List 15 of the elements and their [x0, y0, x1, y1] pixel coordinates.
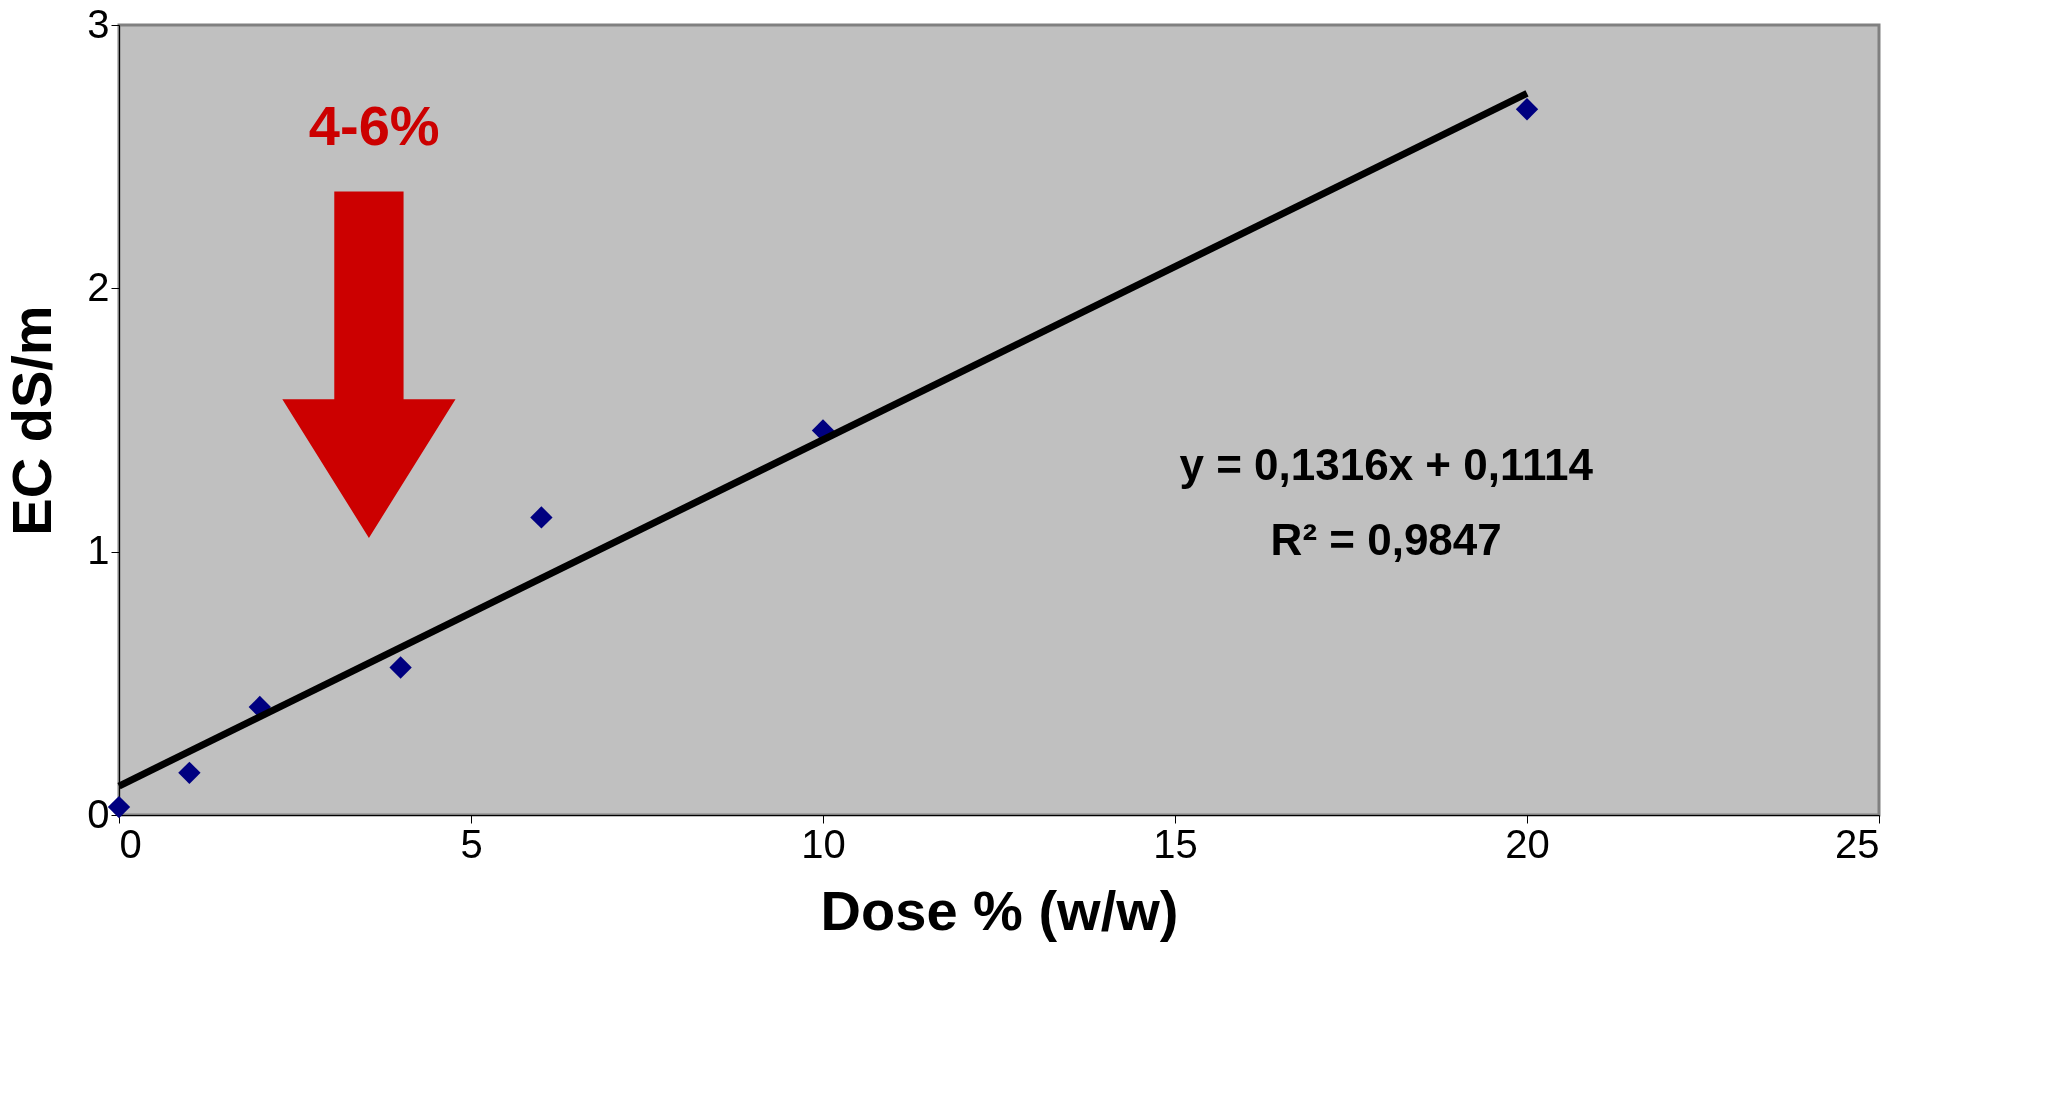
x-tick-label: 0 [119, 821, 142, 866]
x-tick-label: 10 [801, 821, 846, 866]
x-axis-title: Dose % (w/w) [820, 878, 1179, 942]
annotation: y = 0,1316x + 0,1114 [1179, 440, 1594, 490]
x-tick-label: 25 [1835, 821, 1880, 866]
y-tick-label: 2 [87, 264, 110, 309]
annotation: 4-6% [308, 93, 440, 157]
y-tick-label: 0 [87, 791, 110, 836]
x-tick-label: 20 [1505, 821, 1550, 866]
y-tick-label: 1 [87, 528, 110, 573]
y-tick-label: 3 [87, 1, 110, 46]
x-tick-label: 15 [1153, 821, 1198, 866]
y-axis-title: EC dS/m [0, 305, 64, 536]
x-tick-label: 5 [460, 821, 483, 866]
annotation: R² = 0,9847 [1270, 515, 1502, 565]
